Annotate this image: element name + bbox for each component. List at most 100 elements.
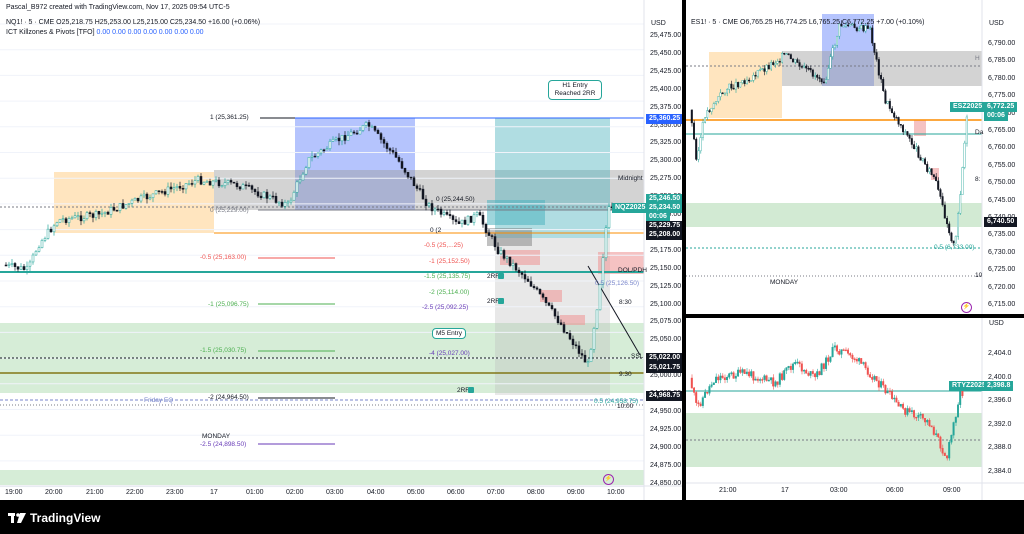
fib3-label-05b: 0.5 (24,958.75) [594, 398, 639, 405]
candle-body [871, 27, 874, 44]
candle-body [701, 397, 704, 406]
candle-body [919, 157, 922, 161]
alert-icon[interactable]: ⚡ [603, 474, 614, 485]
candle-body [800, 66, 803, 68]
candle-body [322, 149, 326, 152]
candle-body [493, 236, 497, 248]
candle-body [370, 126, 374, 128]
candle-body [932, 426, 935, 435]
m5-entry-callout[interactable]: M5 Entry [432, 328, 467, 339]
candle-body [899, 124, 902, 126]
candle-body [695, 138, 698, 160]
panel-separator-vertical[interactable] [682, 0, 686, 500]
alert-icon[interactable]: ⚡ [961, 302, 972, 313]
es-symbol-line[interactable]: ES1! · 5 · CME O6,765.25 H6,774.25 L6,76… [691, 19, 925, 26]
candle-body [726, 377, 729, 381]
candle-body [208, 181, 212, 186]
candle-body [708, 110, 711, 112]
candle-body [818, 371, 821, 376]
candle-body [780, 373, 783, 380]
candle-body [550, 305, 554, 310]
candle-body [409, 176, 413, 179]
nq-symbol-line[interactable]: NQ1! · 5 · CME O25,218.75 H25,253.00 L25… [6, 19, 261, 26]
es-chart-panel[interactable]: ES1! · 5 · CME O6,765.25 H6,774.25 L6,76… [686, 0, 1024, 314]
es-side-label-h: H [975, 55, 980, 62]
candle-body [943, 204, 946, 219]
h1-entry-callout[interactable]: H1 Entry Reached 2RR [548, 80, 602, 100]
candle-body [737, 82, 740, 88]
candle-body [866, 25, 869, 29]
rty-chart-panel[interactable]: USD 2,404.0 2,400.0 2,396.0 2,392.0 2,388.0 2… [686, 318, 1024, 500]
candle-body [274, 196, 278, 203]
footer-bar [0, 500, 1024, 534]
candle-body [789, 54, 792, 60]
candle-body [376, 130, 380, 134]
candle-body [879, 75, 882, 80]
candle-body [769, 377, 772, 381]
candle-body [313, 155, 317, 158]
tradingview-logo[interactable]: TradingView [8, 511, 100, 525]
candle-body [851, 354, 854, 359]
candle-body [577, 345, 581, 354]
candle-body [785, 53, 788, 55]
candle-body [583, 354, 587, 363]
midnight-label: Midnight [618, 175, 643, 182]
candle-body [109, 207, 113, 215]
time-930-label: 9:30 [619, 371, 632, 378]
fib-label-0: 0 (25,229.00) [210, 207, 249, 214]
candle-body [963, 142, 966, 168]
candle-body [943, 453, 946, 456]
price-tick-label: 2,392.0 [988, 420, 1012, 428]
price-tag-current: 25,234.50 [646, 203, 682, 213]
candle-body [862, 362, 865, 364]
candle-body [930, 168, 933, 175]
indicator-legend[interactable]: ICT Killzones & Pivots [TFO] 0.00 0.00 0… [6, 29, 204, 36]
candle-body [562, 324, 566, 333]
candle-body [897, 117, 900, 125]
candle-body [961, 167, 964, 195]
rty-chart-canvas[interactable] [686, 318, 1024, 500]
candle-body [349, 131, 353, 136]
price-tick-label: 25,425.00 [650, 67, 682, 75]
candle-body [726, 89, 729, 94]
candle-body [807, 67, 810, 70]
candle-body [346, 135, 350, 141]
candle-body [855, 359, 858, 362]
nq-chart-canvas[interactable] [0, 0, 682, 500]
candle-body [864, 362, 867, 369]
candle-body [697, 402, 700, 405]
candle-body [430, 203, 434, 212]
candle-body [361, 125, 365, 131]
candle-body [421, 188, 425, 200]
es-monday-label: MONDAY [770, 279, 799, 286]
candle-body [756, 378, 759, 381]
candle-body [595, 309, 599, 329]
candle-body [871, 376, 874, 380]
time-tick-label: 21:00 [719, 487, 737, 494]
rty-currency-label: USD [989, 320, 1004, 327]
check-icon [468, 387, 474, 393]
fib-label-m25: -2.5 (24,898.50) [200, 441, 247, 448]
candle-body [133, 197, 137, 201]
candle-body [699, 137, 702, 152]
candle-body [965, 116, 968, 144]
candle-body [439, 208, 443, 215]
candle-body [754, 75, 757, 77]
candle-body [196, 176, 200, 181]
price-tick-label: 6,775.00 [988, 92, 1016, 100]
candle-body [728, 83, 731, 90]
candle-body [699, 403, 702, 406]
candle-body [181, 188, 185, 190]
candle-body [58, 219, 62, 223]
nq-chart-panel[interactable]: Pascal_B972 created with TradingView.com… [0, 0, 682, 500]
candle-body [514, 263, 518, 271]
candle-body [190, 183, 194, 185]
candle-body [295, 181, 299, 193]
candle-body [7, 263, 11, 266]
fib-label-m1: -1 (25,096.75) [208, 301, 249, 308]
candle-body [899, 403, 902, 407]
time-tick-label: 19:00 [5, 489, 23, 496]
es-chart-canvas[interactable] [686, 0, 1024, 314]
candle-body [915, 146, 918, 150]
panel-separator-horizontal[interactable] [686, 314, 1024, 318]
